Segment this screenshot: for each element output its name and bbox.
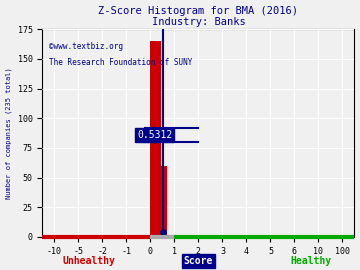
Title: Z-Score Histogram for BMA (2016)
Industry: Banks: Z-Score Histogram for BMA (2016) Industr… xyxy=(98,6,298,27)
Text: The Research Foundation of SUNY: The Research Foundation of SUNY xyxy=(49,58,192,68)
Y-axis label: Number of companies (235 total): Number of companies (235 total) xyxy=(5,67,12,199)
Bar xyxy=(150,41,161,237)
Text: Score: Score xyxy=(184,256,213,266)
Text: Unhealthy: Unhealthy xyxy=(63,256,116,266)
Text: Healthy: Healthy xyxy=(290,256,331,266)
Text: ©www.textbiz.org: ©www.textbiz.org xyxy=(49,42,122,51)
Bar xyxy=(160,166,167,237)
Text: 0.5312: 0.5312 xyxy=(137,130,172,140)
